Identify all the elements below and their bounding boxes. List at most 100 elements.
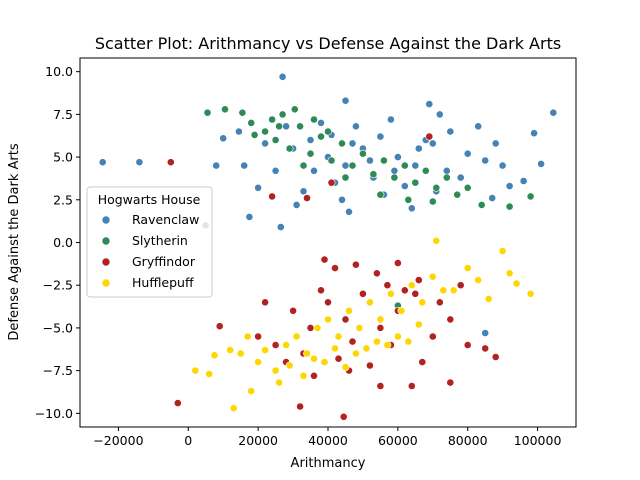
point-slytherin-20 xyxy=(411,178,420,187)
point-gryffindor-26 xyxy=(428,332,437,341)
point-slytherin-1 xyxy=(221,105,229,114)
point-hufflepuff-28 xyxy=(526,289,535,298)
point-gryffindor-47 xyxy=(268,192,276,201)
point-ravenclaw-3 xyxy=(341,96,350,105)
point-slytherin-14 xyxy=(348,161,357,170)
point-slytherin-13 xyxy=(338,139,346,148)
point-ravenclaw-6 xyxy=(530,129,538,138)
point-ravenclaw-59 xyxy=(292,200,301,209)
point-gryffindor-6 xyxy=(331,264,339,272)
point-slytherin-25 xyxy=(463,183,472,192)
x-axis-label: Arithmancy xyxy=(291,456,366,471)
point-hufflepuff-19 xyxy=(397,306,406,315)
point-slytherin-3 xyxy=(278,110,287,119)
point-gryffindor-32 xyxy=(334,354,343,363)
point-gryffindor-40 xyxy=(310,371,318,380)
point-slytherin-28 xyxy=(526,192,535,201)
point-gryffindor-4 xyxy=(215,322,224,331)
point-slytherin-11 xyxy=(317,132,325,141)
point-ravenclaw-23 xyxy=(428,139,437,148)
point-slytherin-22 xyxy=(432,183,441,192)
point-ravenclaw-48 xyxy=(414,144,423,153)
point-ravenclaw-44 xyxy=(488,194,497,202)
point-gryffindor-17 xyxy=(271,341,280,349)
point-gryffindor-46 xyxy=(425,132,434,141)
point-ravenclaw-56 xyxy=(498,161,507,170)
point-ravenclaw-32 xyxy=(351,122,360,131)
point-ravenclaw-26 xyxy=(481,156,490,165)
point-slytherin-6 xyxy=(261,127,269,136)
point-gryffindor-27 xyxy=(446,315,455,324)
point-gryffindor-20 xyxy=(324,298,332,307)
point-ravenclaw-11 xyxy=(219,134,228,143)
point-slytherin-38 xyxy=(250,130,259,139)
point-hufflepuff-15 xyxy=(355,323,364,332)
point-hufflepuff-45 xyxy=(226,346,235,354)
point-slytherin-32 xyxy=(324,127,332,136)
point-hufflepuff-16 xyxy=(365,298,374,307)
point-gryffindor-38 xyxy=(435,298,444,307)
point-gryffindor-43 xyxy=(261,298,269,307)
point-gryffindor-31 xyxy=(317,286,325,295)
point-hufflepuff-14 xyxy=(345,306,353,315)
point-gryffindor-18 xyxy=(289,306,297,315)
legend-box xyxy=(86,186,213,298)
point-slytherin-26 xyxy=(477,200,486,209)
point-slytherin-7 xyxy=(271,136,280,144)
point-hufflepuff-31 xyxy=(275,378,283,387)
point-gryffindor-39 xyxy=(456,281,465,290)
point-ravenclaw-43 xyxy=(407,204,416,213)
point-ravenclaw-34 xyxy=(386,115,395,124)
point-gryffindor-10 xyxy=(414,276,423,284)
y-tick-label: −5.0 xyxy=(43,320,73,335)
point-gryffindor-5 xyxy=(320,255,329,264)
point-gryffindor-12 xyxy=(491,353,500,361)
point-hufflepuff-33 xyxy=(299,371,308,380)
point-hufflepuff-32 xyxy=(285,361,294,370)
point-hufflepuff-26 xyxy=(498,247,507,255)
legend-label-ravenclaw: Ravenclaw xyxy=(132,212,199,227)
point-ravenclaw-60 xyxy=(481,329,490,337)
point-hufflepuff-39 xyxy=(362,344,371,353)
point-hufflepuff-0 xyxy=(191,366,200,375)
point-hufflepuff-24 xyxy=(432,236,441,245)
point-ravenclaw-30 xyxy=(317,119,325,127)
point-gryffindor-0 xyxy=(173,399,182,407)
legend-marker-gryffindor xyxy=(101,257,111,267)
point-slytherin-33 xyxy=(341,173,350,182)
point-hufflepuff-27 xyxy=(505,269,514,278)
point-ravenclaw-16 xyxy=(306,136,315,144)
point-hufflepuff-5 xyxy=(236,349,245,358)
point-ravenclaw-47 xyxy=(365,156,374,165)
point-ravenclaw-7 xyxy=(519,177,528,185)
y-tick-label: 5.0 xyxy=(53,150,73,165)
point-gryffindor-7 xyxy=(351,260,360,269)
point-gryffindor-33 xyxy=(348,337,357,346)
point-ravenclaw-20 xyxy=(376,132,385,141)
point-ravenclaw-37 xyxy=(435,110,444,119)
legend-label-hufflepuff: Hufflepuff xyxy=(132,275,194,290)
point-hufflepuff-38 xyxy=(351,349,360,358)
point-gryffindor-28 xyxy=(463,341,472,349)
legend-marker-hufflepuff xyxy=(101,278,111,288)
point-hufflepuff-44 xyxy=(414,320,423,329)
point-gryffindor-11 xyxy=(481,344,490,353)
point-hufflepuff-6 xyxy=(254,358,262,366)
point-hufflepuff-40 xyxy=(372,337,381,346)
point-gryffindor-22 xyxy=(358,289,367,298)
y-axis-label: Defense Against the Dark Arts xyxy=(7,143,22,340)
point-slytherin-29 xyxy=(299,161,308,170)
point-gryffindor-21 xyxy=(341,315,350,324)
point-hufflepuff-35 xyxy=(320,358,329,366)
point-hufflepuff-22 xyxy=(428,272,437,281)
point-hufflepuff-41 xyxy=(383,341,392,349)
point-ravenclaw-0 xyxy=(98,158,107,167)
point-ravenclaw-52 xyxy=(390,166,399,175)
legend-label-slytherin: Slytherin xyxy=(132,233,188,248)
point-gryffindor-1 xyxy=(166,158,175,167)
point-gryffindor-42 xyxy=(383,281,392,290)
point-slytherin-21 xyxy=(421,166,430,175)
x-tick-label: 60000 xyxy=(378,433,418,448)
point-ravenclaw-18 xyxy=(341,161,350,170)
point-slytherin-34 xyxy=(376,190,385,199)
